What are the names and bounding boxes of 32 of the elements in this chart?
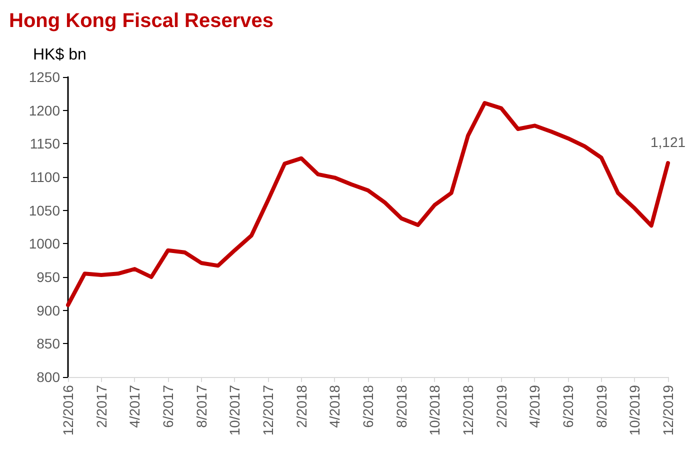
x-tick-label: 4/2018 <box>326 384 343 428</box>
x-tick-label: 12/2016 <box>60 384 76 436</box>
x-tick-label: 6/2017 <box>160 384 176 428</box>
x-tick-label: 6/2018 <box>360 384 376 428</box>
y-tick-label: 1150 <box>30 136 60 152</box>
y-tick-label: 900 <box>36 302 60 318</box>
x-tick-label: 8/2017 <box>193 384 210 428</box>
x-tick-label: 12/2018 <box>460 384 476 436</box>
x-tick-label: 10/2018 <box>426 384 443 436</box>
y-tick-label: 1200 <box>28 102 60 118</box>
x-tick-label: 6/2019 <box>560 384 576 428</box>
y-tick-label: 950 <box>36 269 60 285</box>
x-tick-label: 2/2017 <box>93 384 110 428</box>
x-tick-label: 2/2018 <box>293 384 310 428</box>
x-tick-label: 2/2019 <box>493 384 510 428</box>
y-tick-label: 1250 <box>28 69 60 85</box>
x-tick-label: 8/2018 <box>393 384 410 428</box>
y-tick-label: 800 <box>36 369 60 385</box>
x-tick-label: 10/2019 <box>626 384 643 436</box>
chart-title: Hong Kong Fiscal Reserves <box>9 10 274 32</box>
x-tick-label: 12/2017 <box>260 384 276 436</box>
x-tick-label: 4/2017 <box>126 384 143 428</box>
data-label: 1,121 <box>650 134 686 150</box>
y-axis-title: HK$ bn <box>33 46 86 64</box>
y-tick-label: 1100 <box>30 169 60 185</box>
x-tick-label: 10/2017 <box>226 384 243 436</box>
y-tick-label: 1000 <box>28 236 60 252</box>
y-tick-label: 850 <box>36 336 60 352</box>
y-tick-label: 1050 <box>28 202 60 218</box>
x-tick-label: 4/2019 <box>526 384 543 428</box>
x-tick-label: 8/2019 <box>593 384 610 428</box>
x-tick-label: 12/2019 <box>660 384 676 436</box>
